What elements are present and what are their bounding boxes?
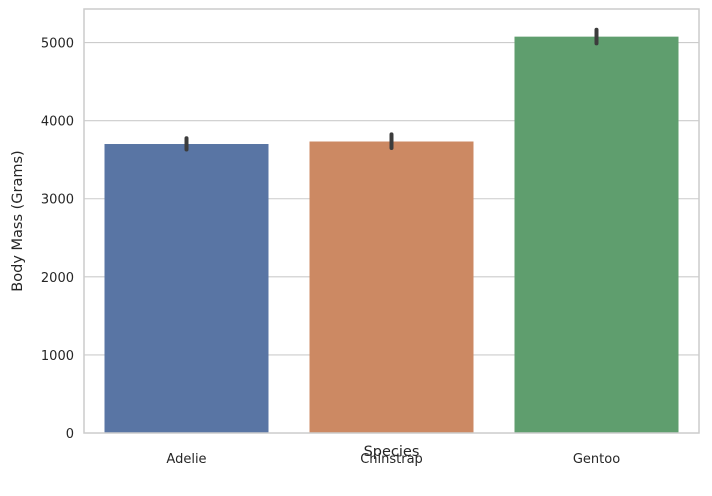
plot-frame xyxy=(83,8,700,434)
bar-gentoo xyxy=(514,36,679,433)
error-bars xyxy=(184,27,599,152)
bar-adelie xyxy=(104,144,269,433)
y-tick-label: 5000 xyxy=(41,37,74,52)
x-axis-label: Species xyxy=(364,444,420,460)
y-axis-label: Body Mass (Grams) xyxy=(10,150,26,291)
bars xyxy=(104,36,679,433)
bar-chinstrap xyxy=(309,141,474,433)
x-tick-label: Adelie xyxy=(166,452,206,467)
y-tick-label: 4000 xyxy=(41,115,74,130)
x-tick-label: Gentoo xyxy=(573,452,620,467)
x-tick-labels: Adelie Chinstrap Gentoo xyxy=(166,452,620,467)
x-tick-label: Chinstrap xyxy=(360,452,423,467)
y-tick-label: 1000 xyxy=(41,349,74,364)
y-tick-labels: 0 1000 2000 3000 4000 5000 xyxy=(41,37,74,442)
y-tick-label: 0 xyxy=(66,427,74,442)
y-tick-label: 3000 xyxy=(41,193,74,208)
y-tick-label: 2000 xyxy=(41,271,74,286)
